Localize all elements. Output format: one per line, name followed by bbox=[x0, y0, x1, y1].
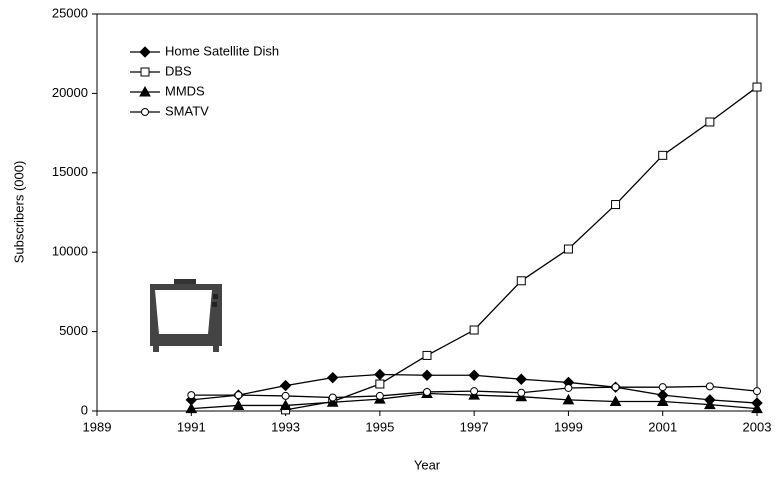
data-point bbox=[282, 392, 289, 399]
data-point bbox=[422, 370, 432, 380]
x-tick-label: 1989 bbox=[83, 419, 112, 434]
data-point bbox=[375, 369, 385, 379]
data-point bbox=[516, 374, 526, 384]
data-point bbox=[564, 245, 572, 253]
legend-marker bbox=[141, 68, 149, 76]
data-point bbox=[469, 370, 479, 380]
data-point bbox=[518, 389, 525, 396]
legend-label: MMDS bbox=[165, 83, 205, 98]
x-tick-label: 1991 bbox=[177, 419, 206, 434]
x-tick-label: 1993 bbox=[271, 419, 300, 434]
x-axis-label: Year bbox=[414, 457, 441, 472]
legend-marker bbox=[142, 109, 149, 116]
x-tick-label: 1997 bbox=[460, 419, 489, 434]
legend-label: Home Satellite Dish bbox=[165, 43, 279, 58]
y-axis-label: Subscribers (000) bbox=[11, 161, 26, 264]
data-point bbox=[706, 118, 714, 126]
data-point bbox=[235, 392, 242, 399]
y-tick-label: 0 bbox=[81, 402, 88, 417]
data-point bbox=[329, 394, 336, 401]
y-tick-label: 10000 bbox=[52, 244, 88, 259]
chart: Year Subscribers (000) 0 5000 10000 15000 20… bbox=[0, 0, 778, 479]
data-point bbox=[470, 326, 478, 334]
x-tick-label: 2003 bbox=[743, 419, 772, 434]
y-tick-label: 15000 bbox=[52, 164, 88, 179]
y-tick-label: 5000 bbox=[59, 323, 88, 338]
x-tick-label: 1995 bbox=[365, 419, 394, 434]
x-tick-label: 2001 bbox=[648, 419, 677, 434]
data-point bbox=[188, 392, 195, 399]
data-point bbox=[471, 388, 478, 395]
data-point bbox=[328, 373, 338, 383]
tv-icon bbox=[150, 279, 222, 352]
y-tick-label: 25000 bbox=[52, 5, 88, 20]
legend-label: SMATV bbox=[165, 103, 209, 118]
data-point bbox=[754, 388, 761, 395]
x-tick-label: 1999 bbox=[554, 419, 583, 434]
data-point bbox=[706, 383, 713, 390]
data-point bbox=[423, 351, 431, 359]
data-point bbox=[659, 151, 667, 159]
data-point bbox=[612, 201, 620, 209]
legend-marker bbox=[140, 47, 150, 57]
data-point bbox=[612, 384, 619, 391]
data-point bbox=[565, 384, 572, 391]
data-point bbox=[659, 384, 666, 391]
y-tick-label: 20000 bbox=[52, 85, 88, 100]
data-point bbox=[376, 380, 384, 388]
data-point bbox=[753, 83, 761, 91]
data-point bbox=[376, 392, 383, 399]
data-point bbox=[281, 381, 291, 391]
series-line bbox=[286, 87, 757, 410]
data-point bbox=[517, 277, 525, 285]
data-point bbox=[424, 388, 431, 395]
legend-label: DBS bbox=[165, 63, 192, 78]
